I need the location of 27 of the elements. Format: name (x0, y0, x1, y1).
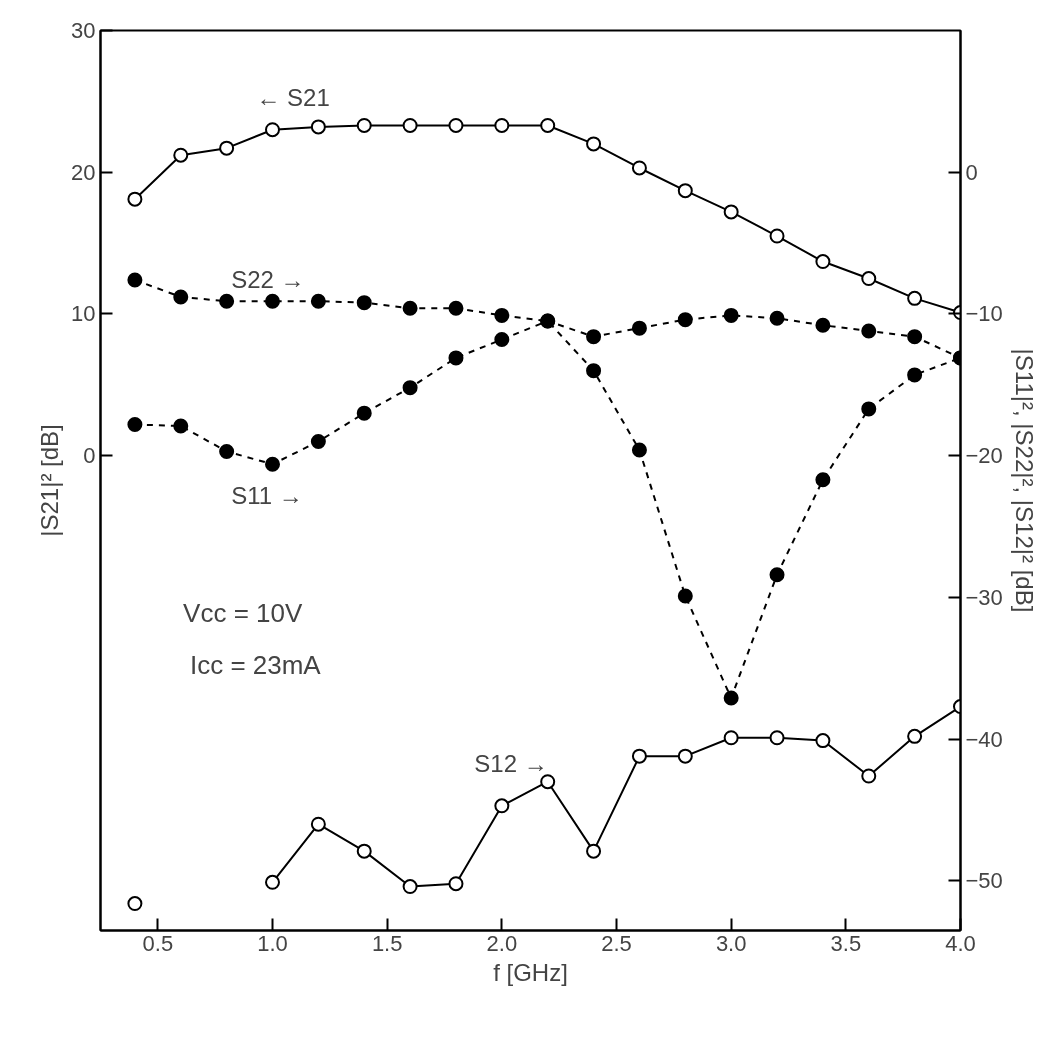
y-tick-label: 0 (83, 443, 96, 469)
y-tick-label: 20 (71, 159, 96, 185)
x-tick-label: 0.5 (142, 930, 174, 956)
y2-axis-title: |S11|², |S22|², |S12|² [dB] (1010, 348, 1038, 613)
series-label: ← S21 (256, 83, 330, 111)
y2-tick-label: −40 (965, 726, 1003, 752)
y-tick-label: 10 (71, 301, 96, 327)
x-tick-label: 2.0 (486, 930, 518, 956)
x-tick-label: 3.0 (715, 930, 747, 956)
y-axis-title: |S21|² [dB] (36, 424, 64, 537)
x-tick-label: 1.5 (371, 930, 403, 956)
y-tick-label: 30 (71, 18, 96, 43)
y2-tick-label: −10 (965, 301, 1003, 327)
series-label: S12 → (474, 749, 548, 777)
x-tick-label: 4.0 (945, 930, 976, 956)
series-label: S11 → (231, 481, 303, 509)
y2-tick-label: −20 (965, 443, 1003, 469)
y2-tick-label: −30 (965, 584, 1003, 610)
y2-tick-label: 0 (965, 159, 978, 185)
y2-tick-label: −50 (965, 868, 1003, 894)
x-tick-label: 3.5 (830, 930, 862, 956)
x-tick-label: 1.0 (257, 930, 288, 956)
series-label: S22 → (231, 266, 305, 294)
annotation: Vcc = 10V (183, 598, 303, 629)
annotation: Icc = 23mA (189, 650, 322, 681)
x-axis-title: f [GHz] (493, 958, 568, 986)
x-tick-label: 2.5 (601, 930, 632, 956)
